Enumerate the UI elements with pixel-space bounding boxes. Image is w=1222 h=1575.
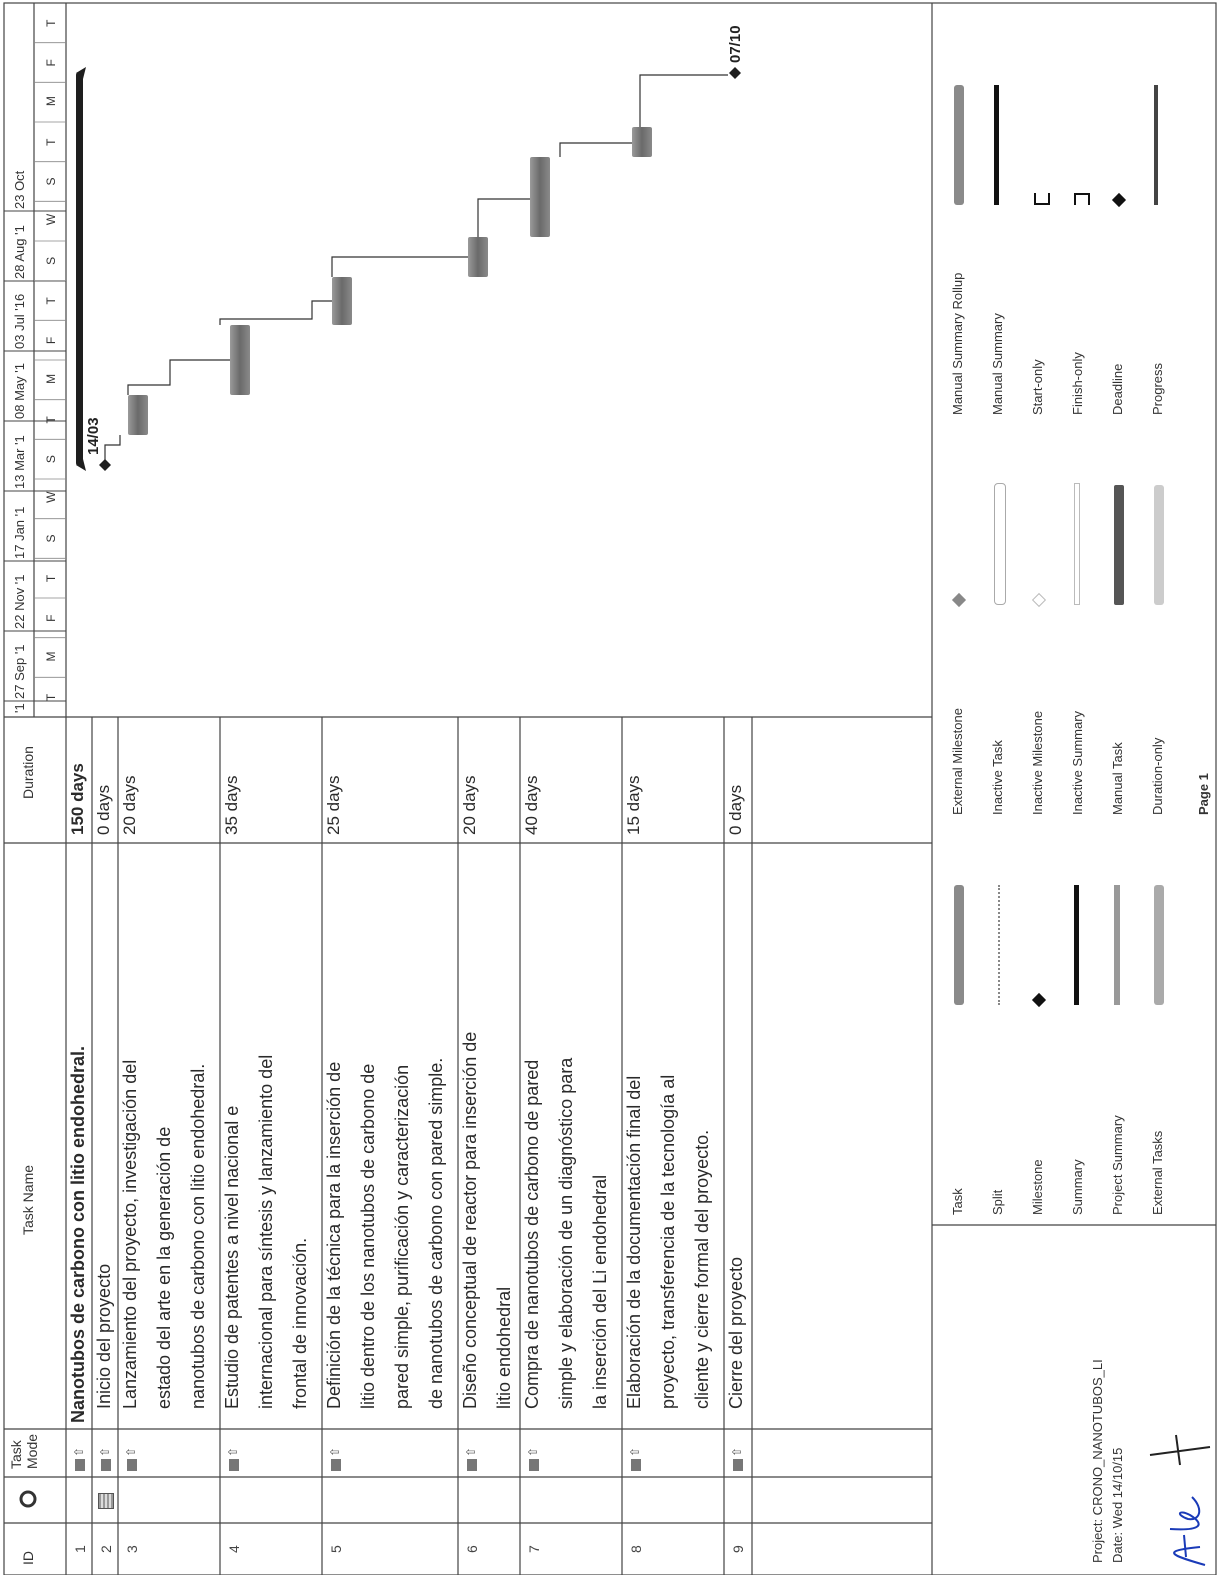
dependency-link xyxy=(477,198,530,237)
legend-swatch xyxy=(994,483,1006,605)
legend-swatch xyxy=(994,85,999,205)
legend-label: Inactive Summary xyxy=(1070,710,1085,815)
milestone-end-label: 07/10 xyxy=(727,25,744,63)
page-number: Page 1 xyxy=(1196,773,1211,815)
legend-label: Manual Summary Rollup xyxy=(950,272,965,415)
legend-swatch xyxy=(1114,485,1124,605)
milestone-end[interactable] xyxy=(729,67,741,79)
summary-bar[interactable] xyxy=(76,73,83,465)
legend-swatch xyxy=(1074,885,1079,1005)
info-icon xyxy=(19,1490,37,1508)
task-bar[interactable] xyxy=(128,395,148,435)
legend-label: Manual Summary xyxy=(990,313,1005,415)
legend-label: Inactive Milestone xyxy=(1030,710,1045,815)
legend-label: Summary xyxy=(1070,1159,1085,1215)
dependency-link xyxy=(331,256,468,277)
milestone-start-label: 14/03 xyxy=(85,417,102,455)
legend-swatch xyxy=(1034,193,1050,205)
legend-label: Split xyxy=(990,1189,1005,1215)
dependency-link xyxy=(219,300,332,325)
legend-swatch xyxy=(1074,193,1090,205)
dependency-link xyxy=(104,435,121,465)
legend-swatch xyxy=(1074,483,1080,605)
legend-swatch xyxy=(1154,885,1164,1005)
legend-label: Finish-only xyxy=(1070,352,1085,415)
dependency-link xyxy=(559,142,632,157)
legend-swatch xyxy=(998,885,1000,1005)
handwritten-signature xyxy=(1149,1434,1211,1566)
milestone-start[interactable] xyxy=(99,459,111,471)
legend-label: Task xyxy=(950,1188,965,1215)
legend-label: External Tasks xyxy=(1150,1130,1165,1215)
task-bar[interactable] xyxy=(530,157,550,237)
legend-label: Project Summary xyxy=(1110,1115,1125,1215)
project-date: Date: Wed 14/10/15 xyxy=(1110,1447,1125,1563)
legend-label: Milestone xyxy=(1030,1159,1045,1215)
gantt-chart: 14/03 07/10 xyxy=(76,25,744,471)
legend-label: Progress xyxy=(1150,362,1165,415)
legend-swatch xyxy=(1114,885,1120,1005)
task-bar[interactable] xyxy=(332,277,352,325)
project-name: Project: CRONO_NANOTUBOS_LI xyxy=(1090,1359,1105,1563)
legend-label: External Milestone xyxy=(950,708,965,815)
dependency-link xyxy=(639,74,728,127)
legend-swatch xyxy=(954,85,964,205)
legend-label: Start-only xyxy=(1030,359,1045,415)
task-bar[interactable] xyxy=(230,325,250,395)
legend-swatch xyxy=(1154,85,1158,205)
legend-swatch xyxy=(1154,485,1164,605)
legend-label: Inactive Task xyxy=(990,740,1005,815)
legend-label: Deadline xyxy=(1110,363,1125,415)
legend-swatch xyxy=(954,885,964,1005)
indicators-column-header[interactable] xyxy=(14,1485,42,1513)
dependency-link xyxy=(127,359,230,395)
task-bar[interactable] xyxy=(632,127,652,157)
legend-label: Manual Task xyxy=(1110,742,1125,815)
task-bar[interactable] xyxy=(468,237,488,277)
legend-label: Duration-only xyxy=(1150,737,1165,815)
